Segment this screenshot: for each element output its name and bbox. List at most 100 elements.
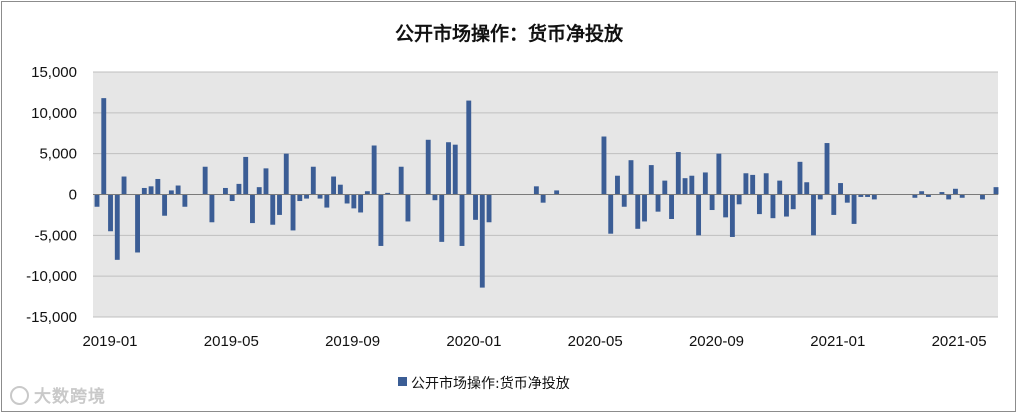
bar xyxy=(648,165,654,195)
bar xyxy=(763,173,769,195)
bar xyxy=(101,98,107,195)
bar xyxy=(689,175,695,195)
bar xyxy=(750,174,756,195)
bar xyxy=(155,178,161,195)
bar xyxy=(925,194,931,197)
bar xyxy=(385,192,391,195)
bar xyxy=(675,152,681,195)
legend-label: 公开市场操作:货币净投放 xyxy=(411,375,570,392)
bar xyxy=(533,186,539,195)
bar xyxy=(398,166,404,195)
bar xyxy=(919,191,925,195)
bar xyxy=(324,194,330,208)
bar xyxy=(439,194,445,242)
bar xyxy=(831,194,837,215)
bar xyxy=(601,136,607,195)
bar xyxy=(797,161,803,195)
bar xyxy=(337,184,343,195)
y-tick-label: 15,000 xyxy=(31,64,77,81)
bar xyxy=(229,194,235,202)
bar xyxy=(331,176,337,195)
x-tick-label: 2020-05 xyxy=(568,333,623,350)
bar xyxy=(364,191,370,195)
y-tick-label: 10,000 xyxy=(31,105,77,122)
bar xyxy=(736,194,742,205)
bar xyxy=(425,139,431,195)
bar xyxy=(452,144,458,195)
bars xyxy=(94,98,999,288)
watermark: 大数跨境 xyxy=(10,382,106,407)
bar xyxy=(824,143,830,195)
bar xyxy=(310,166,316,195)
bar xyxy=(865,194,871,197)
bar xyxy=(635,194,641,229)
bar xyxy=(655,194,661,212)
bar xyxy=(479,194,485,288)
bar xyxy=(729,194,735,237)
bar xyxy=(871,194,877,200)
legend-swatch xyxy=(398,377,407,386)
bar xyxy=(270,194,276,225)
bar xyxy=(432,194,438,201)
gridlines xyxy=(93,71,998,318)
bar xyxy=(446,142,451,195)
bar xyxy=(554,190,560,195)
bar xyxy=(236,183,242,195)
y-axis-ticks: 15,000 10,000 5,000 0 -5,000 -10,000 -15,000 xyxy=(26,64,77,326)
bar xyxy=(148,186,154,195)
bar xyxy=(202,166,208,195)
watermark-text: 大数跨境 xyxy=(34,387,106,407)
bar xyxy=(540,194,546,203)
bar xyxy=(141,187,147,195)
bar xyxy=(716,153,722,195)
bar xyxy=(344,194,350,204)
bar xyxy=(811,194,816,236)
bar xyxy=(175,185,181,195)
chart-title: 公开市场操作：货币净投放 xyxy=(395,22,624,45)
y-tick-label: -10,000 xyxy=(26,268,77,285)
bar xyxy=(628,160,634,195)
bar xyxy=(250,194,255,224)
bar xyxy=(223,187,228,195)
bar xyxy=(486,194,492,223)
bar xyxy=(283,153,289,195)
bar xyxy=(709,194,715,211)
bar xyxy=(378,194,384,246)
bar xyxy=(838,183,843,195)
bar xyxy=(243,156,249,195)
legend: 公开市场操作:货币净投放 xyxy=(398,375,570,392)
bar xyxy=(209,194,215,223)
x-tick-label: 2021-05 xyxy=(932,333,987,350)
bar xyxy=(466,100,472,195)
x-tick-label: 2019-05 xyxy=(204,333,259,350)
bar xyxy=(371,145,377,195)
bar xyxy=(946,194,952,200)
y-tick-label: 0 xyxy=(69,187,77,204)
bar xyxy=(615,175,620,195)
bar xyxy=(114,194,120,260)
x-tick-label: 2019-09 xyxy=(325,333,380,350)
bar xyxy=(405,194,411,222)
bar xyxy=(662,180,668,195)
bar xyxy=(135,194,140,253)
y-tick-label: 5,000 xyxy=(39,146,77,163)
x-tick-label: 2020-09 xyxy=(689,333,744,350)
bar xyxy=(642,194,647,222)
bar xyxy=(858,194,864,197)
bar xyxy=(743,173,749,195)
bar xyxy=(804,182,810,195)
bar xyxy=(669,194,674,219)
bar xyxy=(94,194,100,207)
bar xyxy=(696,194,702,236)
bar xyxy=(351,194,357,209)
x-tick-label: 2021-01 xyxy=(810,333,865,350)
y-tick-label: -5,000 xyxy=(34,227,77,244)
bar xyxy=(108,194,113,232)
bar xyxy=(358,194,364,213)
bar xyxy=(682,178,688,195)
bar xyxy=(162,194,168,216)
bar xyxy=(912,194,918,198)
bar xyxy=(304,194,309,199)
